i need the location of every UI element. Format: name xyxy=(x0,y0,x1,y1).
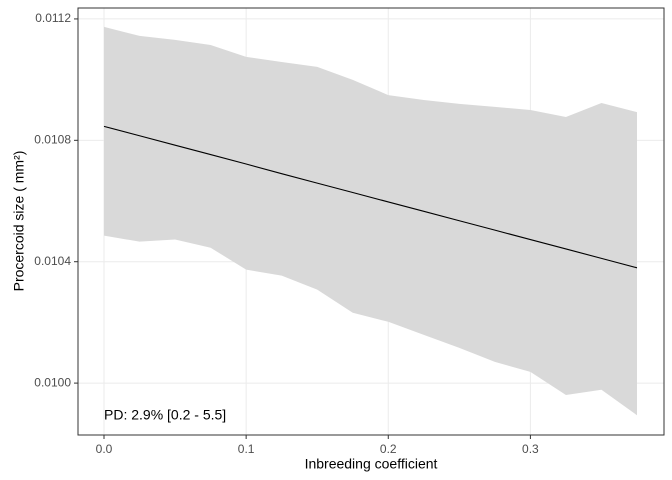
x-axis-label: Inbreeding coefficient xyxy=(305,456,438,472)
x-tick-label: 0.2 xyxy=(380,442,397,456)
confidence-band xyxy=(104,26,637,416)
x-tick-label: 0.3 xyxy=(522,442,539,456)
annotation: PD: 2.9% [0.2 - 5.5] xyxy=(104,407,226,423)
x-tick-label: 0.1 xyxy=(238,442,255,456)
y-tick-label: 0.0108 xyxy=(34,132,71,146)
y-tick-label: 0.0100 xyxy=(34,375,71,389)
x-tick-label: 0.0 xyxy=(96,442,113,456)
panel-border xyxy=(77,7,665,436)
y-tick-label: 0.0104 xyxy=(34,254,71,268)
y-axis-label: Procercoid size ( mm²) xyxy=(11,151,27,292)
y-tick-label: 0.0112 xyxy=(35,11,71,25)
trend-line xyxy=(103,125,638,269)
